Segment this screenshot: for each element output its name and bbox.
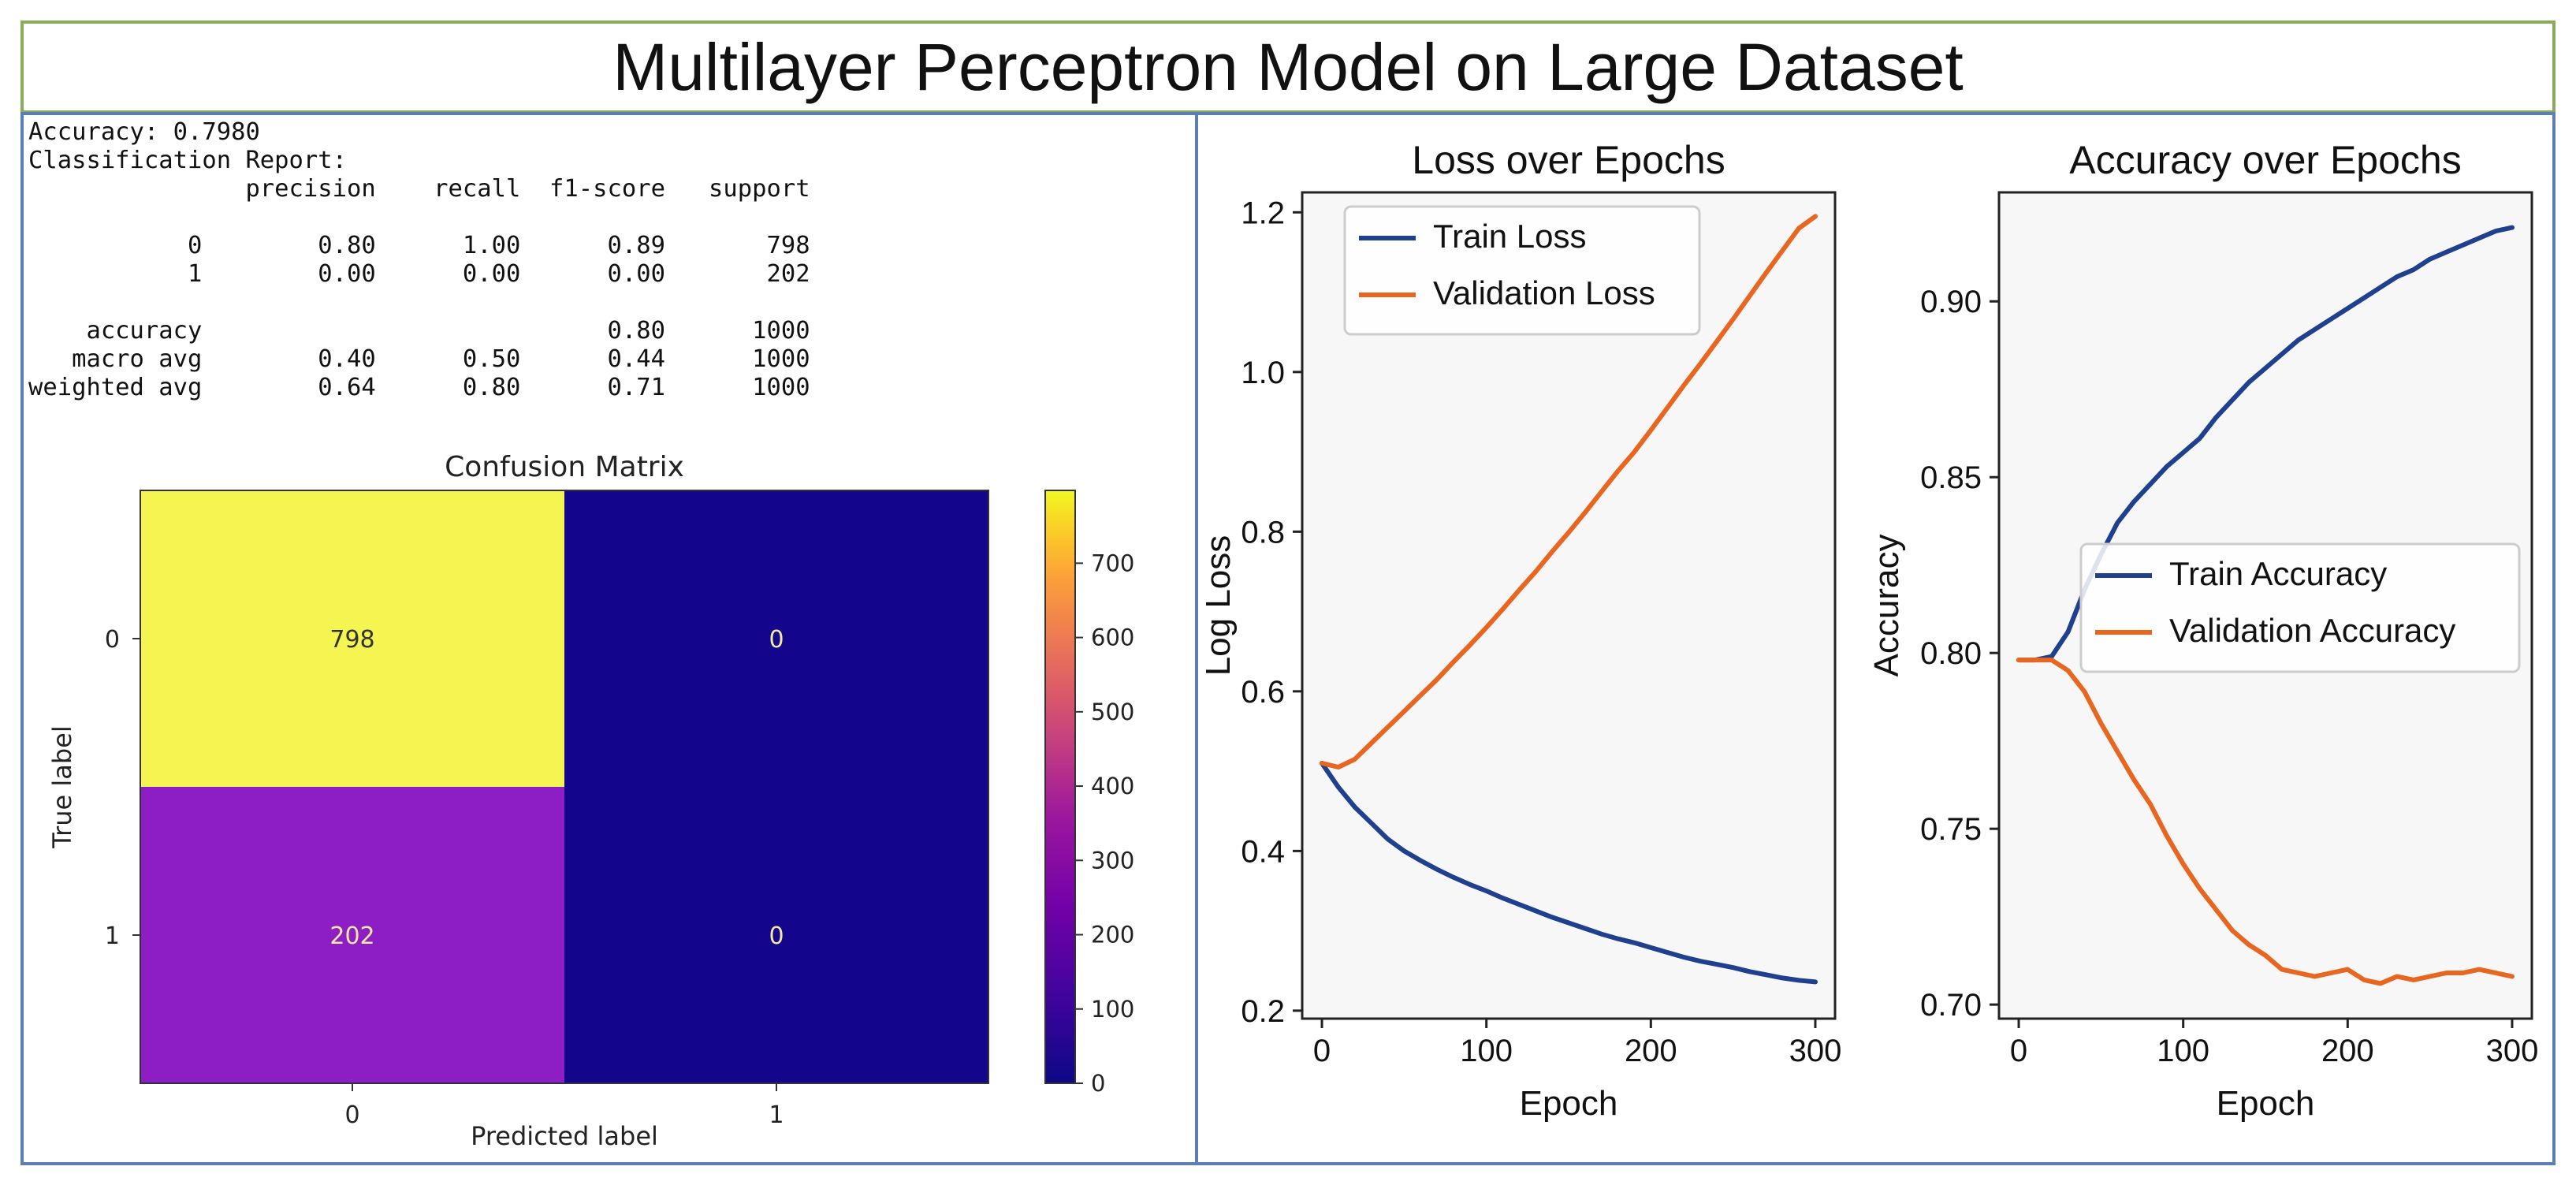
x-tick-label: 100	[2157, 1034, 2209, 1068]
cm-frame	[140, 490, 989, 1084]
report-row: 0 0.80 1.00 0.89 798	[28, 232, 810, 259]
series-line-validation-loss	[1320, 214, 1818, 770]
colorbar-tick-label: 400	[1091, 773, 1134, 799]
y-axis-label: Log Loss	[1199, 535, 1238, 676]
page-title: Multilayer Perceptron Model on Large Dat…	[612, 29, 1964, 104]
y-tick-label: 0.6	[1241, 675, 1285, 710]
y-tick-label: 0.90	[1920, 285, 1982, 319]
cm-y-tick-label: 0	[105, 626, 120, 654]
y-tick-label: 0.8	[1241, 515, 1285, 550]
y-tick-label: 0.2	[1241, 994, 1285, 1029]
accuracy-line: Accuracy: 0.7980	[28, 118, 260, 146]
legend-label: Train Loss	[1433, 218, 1587, 255]
x-tick-label: 200	[1625, 1034, 1677, 1068]
confusion-matrix-title: Confusion Matrix	[445, 451, 684, 483]
x-tick-label: 300	[1789, 1034, 1842, 1068]
report-row: weighted avg 0.64 0.80 0.71 1000	[28, 374, 810, 401]
x-tick-label: 100	[1460, 1034, 1513, 1068]
colorbar-tick-label: 100	[1091, 996, 1134, 1023]
legend-box	[2079, 542, 2521, 673]
y-tick-label: 0.80	[1920, 636, 1982, 671]
legend-label: Validation Loss	[1433, 274, 1655, 311]
y-tick-label: 0.85	[1920, 460, 1982, 495]
report-header-line: Classification Report:	[28, 147, 347, 174]
x-tick-label: 300	[2486, 1034, 2539, 1068]
colorbar-tick-label: 500	[1091, 699, 1134, 725]
colorbar-tick-label: 200	[1091, 922, 1134, 948]
cm-cell-value: 0	[769, 922, 784, 950]
colorbar-tick-label: 700	[1091, 550, 1134, 576]
report-row: 1 0.00 0.00 0.00 202	[28, 260, 810, 288]
y-tick-label: 0.75	[1920, 812, 1982, 847]
series-line-validation-accuracy	[2016, 658, 2515, 986]
cm-cell	[564, 490, 988, 787]
legend-label: Train Accuracy	[2169, 555, 2387, 592]
x-tick-label: 200	[2321, 1034, 2374, 1068]
cm-y-tick-label: 1	[105, 922, 120, 950]
y-tick-label: 1.2	[1241, 196, 1285, 230]
report-row: accuracy 0.80 1000	[28, 317, 810, 345]
colorbar-tick-label: 300	[1091, 847, 1134, 874]
report-row: macro avg 0.40 0.50 0.44 1000	[28, 345, 810, 373]
cm-cell	[564, 787, 988, 1083]
colorbar-tick-label: 600	[1091, 624, 1134, 651]
x-tick-label: 0	[1313, 1034, 1331, 1068]
y-tick-label: 1.0	[1241, 356, 1285, 390]
x-tick-label: 0	[2010, 1034, 2027, 1068]
colorbar-tick-label: 0	[1091, 1070, 1105, 1097]
cm-cell-value: 798	[329, 626, 374, 654]
title-box: Multilayer Perceptron Model on Large Dat…	[20, 20, 2556, 114]
chart-title: Accuracy over Epochs	[2069, 138, 2461, 182]
series-line-train-loss	[1320, 761, 1818, 985]
x-axis-label: Epoch	[2217, 1084, 2315, 1123]
cm-x-tick-label: 1	[769, 1101, 784, 1129]
cm-cell-value: 202	[329, 922, 374, 950]
y-tick-label: 0.70	[1920, 988, 1982, 1023]
cm-y-axis-label: True label	[47, 725, 77, 849]
cm-cell-value: 0	[769, 626, 784, 654]
chart-title: Loss over Epochs	[1412, 138, 1725, 182]
classification-report: Accuracy: 0.7980 Classification Report: …	[28, 118, 810, 402]
y-axis-label: Accuracy	[1867, 535, 1906, 677]
legend-label: Validation Accuracy	[2169, 612, 2455, 649]
y-tick-label: 0.4	[1241, 834, 1285, 869]
legend-box	[1343, 205, 1701, 336]
cm-cell	[140, 787, 564, 1083]
cm-cell	[140, 490, 564, 787]
x-axis-label: Epoch	[1520, 1084, 1618, 1123]
cm-x-axis-label: Predicted label	[471, 1121, 658, 1151]
cm-x-tick-label: 0	[344, 1101, 359, 1129]
report-column-headers: precision recall f1-score support	[28, 175, 810, 203]
